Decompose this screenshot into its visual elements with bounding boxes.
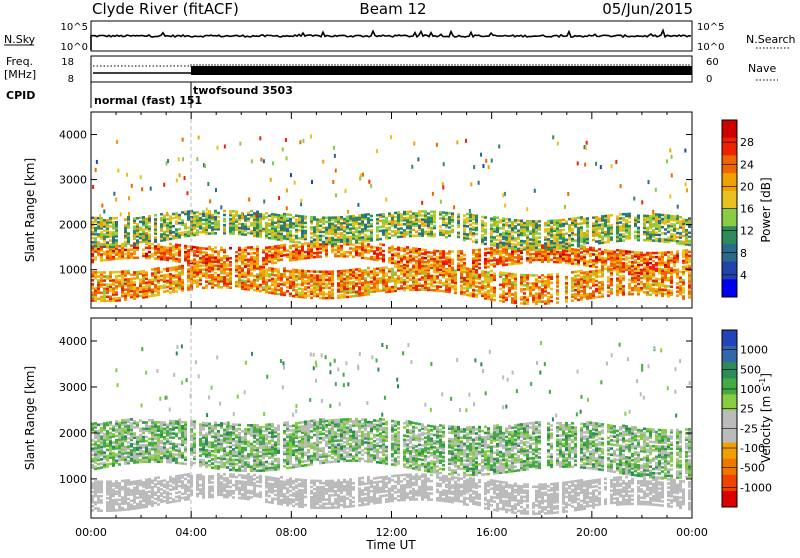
colorbar-tick-label: -1000 xyxy=(740,481,772,494)
nsky-top-tick: 10^5 xyxy=(61,22,88,33)
freq-strip: Freq. [MHz] 18 8 60 0 Nave xyxy=(4,55,778,85)
x-tick-label: 16:00 xyxy=(476,526,508,539)
velocity-y-tick-label: 1000 xyxy=(59,473,87,486)
freq-bottom-tick: 8 xyxy=(68,74,74,85)
cpid-mode-1: normal (fast) 151 xyxy=(94,94,202,107)
colorbar-tick-label: -25 xyxy=(740,422,758,435)
colorbar-tick-label: 16 xyxy=(740,203,754,216)
x-tick-label: 20:00 xyxy=(576,526,608,539)
power-y-tick-label: 3000 xyxy=(59,174,87,187)
freq-trace xyxy=(93,64,692,75)
power-y-tick-label: 2000 xyxy=(59,219,87,232)
power-y-tick-label: 4000 xyxy=(59,129,87,142)
colorbar-tick-label: 28 xyxy=(740,136,754,149)
nsky-trace xyxy=(91,30,691,50)
velocity-panel: 1000 2000 3000 4000 Slant Range [km] 00:00 0… xyxy=(23,318,708,552)
velocity-y-tick-label: 3000 xyxy=(59,381,87,394)
x-tick-label: 04:00 xyxy=(175,526,207,539)
power-y-axis-label: Slant Range [km] xyxy=(23,158,37,262)
nsearch-bottom-tick: 10^0 xyxy=(697,42,724,53)
nsearch-label: N.Search xyxy=(746,33,796,46)
x-tick-label: 00:00 xyxy=(676,526,708,539)
colorbar-tick-label: 20 xyxy=(740,180,754,193)
velocity-colorbar-label: Velocity [m s-1] xyxy=(758,373,773,463)
colorbar-tick-label: 25 xyxy=(740,403,754,416)
freq-unit: [MHz] xyxy=(4,68,36,81)
freq-label: Freq. xyxy=(6,55,33,68)
cpid-strip: CPID normal (fast) 151 twofsound 3503 xyxy=(6,82,293,108)
x-tick-label: 00:00 xyxy=(75,526,107,539)
date-title: 05/Jun/2015 xyxy=(602,0,693,18)
colorbar-tick-label: 4 xyxy=(740,269,747,282)
power-colorbar-label: Power [dB] xyxy=(759,177,773,242)
colorbar-tick-label: 500 xyxy=(740,363,761,376)
cpid-label: CPID xyxy=(6,89,35,102)
power-colorbar: 28 24 20 16 12 8 4 Power [dB] xyxy=(722,120,773,298)
velocity-y-axis-label: Slant Range [km] xyxy=(23,366,37,470)
colorbar-tick-label: 1000 xyxy=(740,344,768,357)
nave-bottom-tick: 0 xyxy=(706,74,712,85)
x-axis-label: Time UT xyxy=(365,538,416,552)
x-tick-label: 08:00 xyxy=(275,526,307,539)
beam-title: Beam 12 xyxy=(359,0,426,18)
nsearch-top-tick: 10^5 xyxy=(697,22,724,33)
power-y-tick-label: 1000 xyxy=(59,264,87,277)
nsky-bottom-tick: 10^0 xyxy=(61,42,88,53)
freq-top-tick: 18 xyxy=(61,57,74,68)
velocity-y-tick-label: 4000 xyxy=(59,335,87,348)
colorbar-tick-label: 24 xyxy=(740,158,754,171)
station-title: Clyde River (fitACF) xyxy=(92,0,239,18)
power-panel: 1000 2000 3000 4000 Slant Range [km] xyxy=(23,112,694,308)
nsky-strip: N.Sky 10^5 10^0 10^5 10^0 N.Search xyxy=(4,21,796,53)
nave-top-tick: 60 xyxy=(706,57,719,68)
colorbar-tick-label: 8 xyxy=(740,247,747,260)
cpid-mode-2: twofsound 3503 xyxy=(193,84,293,97)
nave-label: Nave xyxy=(748,62,776,75)
colorbar-tick-label: 12 xyxy=(740,225,754,238)
nsky-label: N.Sky xyxy=(4,33,36,46)
velocity-y-tick-label: 2000 xyxy=(59,427,87,440)
